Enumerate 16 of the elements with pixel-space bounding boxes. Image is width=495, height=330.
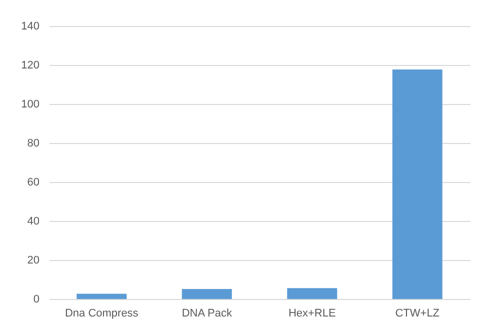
y-tick-label: 40 (27, 216, 40, 228)
y-tick-label: 20 (27, 254, 40, 266)
y-tick-label: 60 (27, 176, 40, 188)
y-tick-label: 0 (33, 294, 40, 306)
y-tick-label: 80 (27, 138, 40, 150)
bar (392, 69, 442, 299)
bar (287, 288, 338, 299)
y-tick-label: 140 (21, 20, 40, 32)
y-tick-label: 100 (21, 98, 40, 110)
bar (182, 289, 232, 299)
bar (76, 294, 127, 299)
x-tick-label: Hex+RLE (288, 308, 336, 320)
x-tick-label: Dna Compress (64, 308, 139, 320)
x-tick-label: DNA Pack (182, 308, 232, 320)
x-tick-label: CTW+LZ (395, 308, 440, 320)
y-tick-label: 120 (21, 60, 40, 72)
